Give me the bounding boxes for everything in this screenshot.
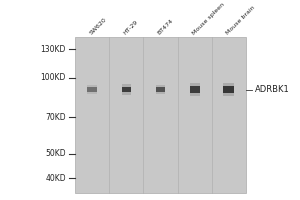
Text: 130KD: 130KD xyxy=(40,45,66,54)
Bar xyxy=(224,86,234,93)
Bar xyxy=(156,85,165,94)
Text: HT-29: HT-29 xyxy=(123,19,139,36)
Text: 40KD: 40KD xyxy=(45,174,66,183)
Bar xyxy=(190,86,200,93)
Bar xyxy=(87,85,97,94)
Bar xyxy=(87,87,97,92)
Text: 50KD: 50KD xyxy=(45,149,66,158)
Text: SW620: SW620 xyxy=(88,17,107,36)
Bar xyxy=(75,37,246,193)
Bar xyxy=(156,87,165,92)
Text: BT474: BT474 xyxy=(157,18,175,36)
Bar xyxy=(122,87,131,92)
Text: Mouse spleen: Mouse spleen xyxy=(191,2,225,36)
Bar xyxy=(224,83,234,96)
Bar xyxy=(122,84,131,95)
Text: 70KD: 70KD xyxy=(45,113,66,122)
Bar xyxy=(190,83,200,96)
Text: ADRBK1: ADRBK1 xyxy=(255,85,290,94)
Text: 100KD: 100KD xyxy=(40,73,66,82)
Text: Mouse brain: Mouse brain xyxy=(225,5,256,36)
